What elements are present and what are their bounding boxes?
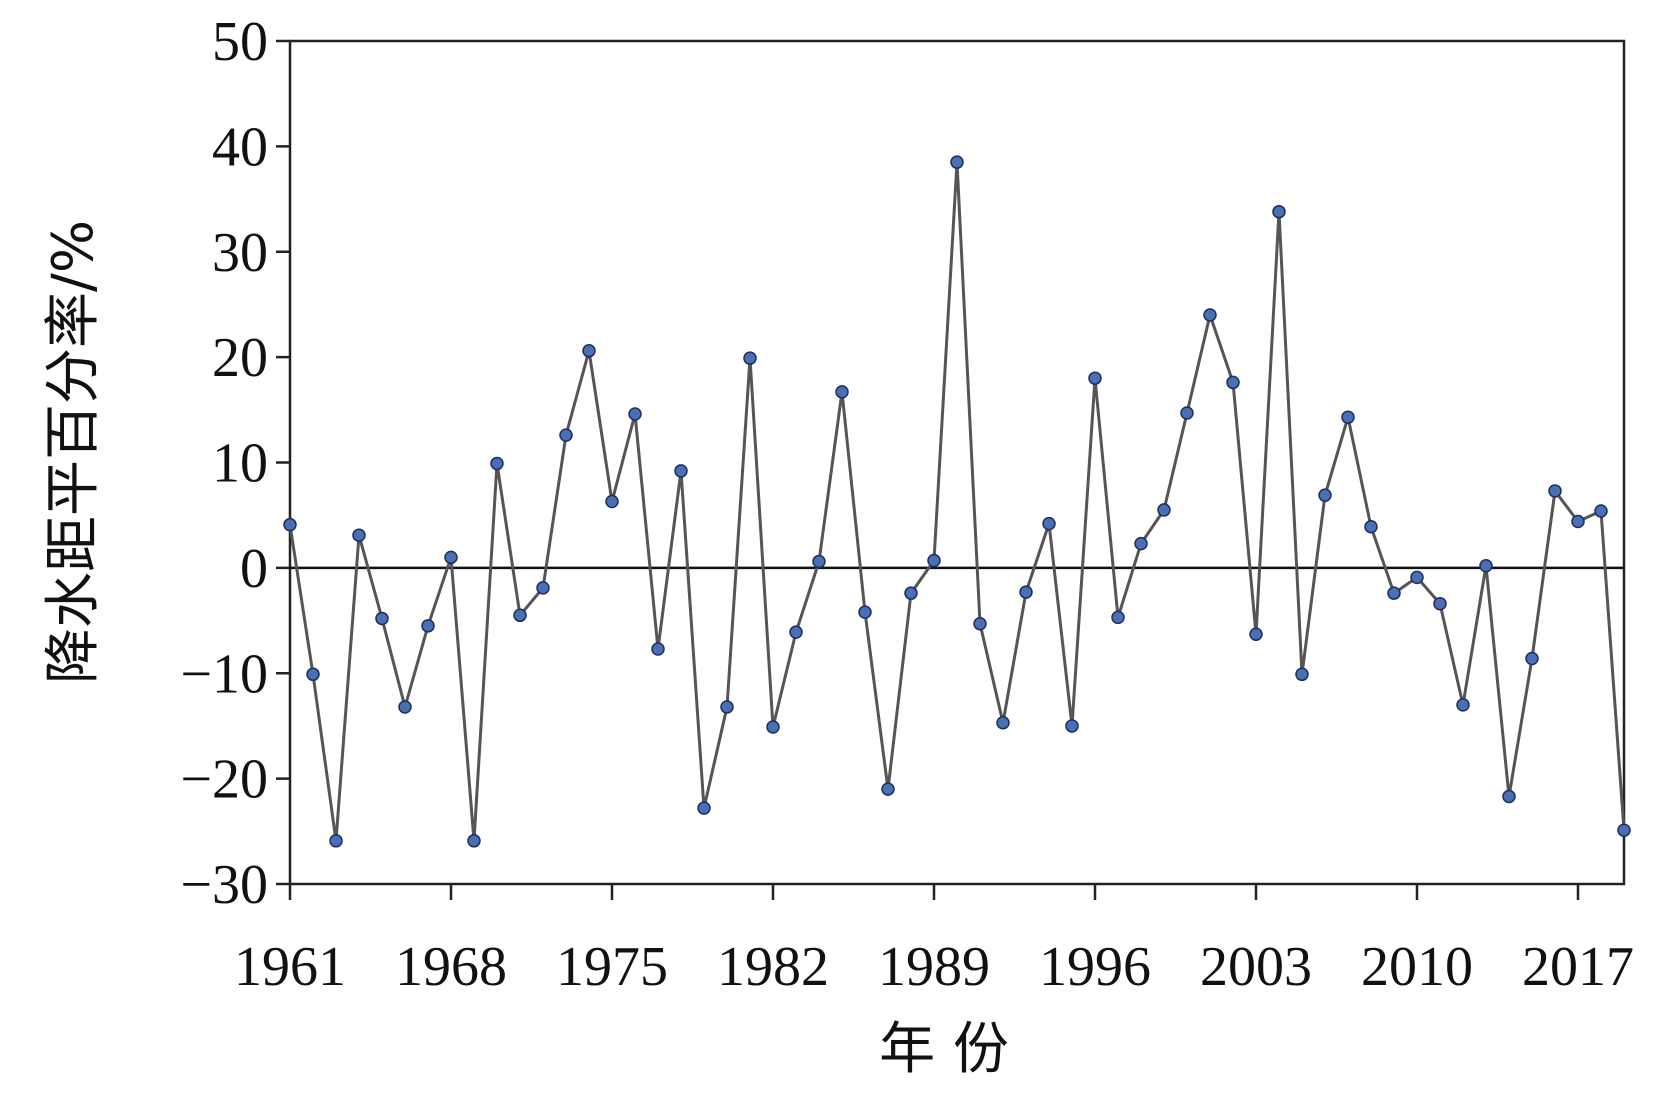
- x-axis-ticks: 1961 1968 1975 1982 1989 1996 2003 2010 2017: [234, 884, 1634, 998]
- data-point: [1065, 719, 1079, 733]
- y-tick-label: 40: [212, 116, 268, 178]
- data-point: [306, 667, 320, 682]
- y-tick-label: 30: [212, 222, 268, 284]
- data-point: [1295, 667, 1309, 682]
- data-point: [858, 605, 872, 619]
- data-point: [1433, 596, 1447, 611]
- x-tick-label: 2003: [1200, 936, 1312, 998]
- y-tick-label: 50: [212, 11, 268, 73]
- data-point: [605, 494, 619, 509]
- series-line: [288, 160, 1626, 843]
- data-point: [375, 611, 389, 626]
- data-point: [1548, 484, 1562, 498]
- x-tick-label: 1961: [234, 936, 346, 998]
- x-tick-label: 1996: [1039, 936, 1151, 998]
- y-tick-label: 10: [212, 433, 268, 495]
- data-point: [1594, 504, 1608, 518]
- data-point: [697, 801, 711, 815]
- data-point: [812, 554, 826, 569]
- data-point: [536, 581, 550, 595]
- series-line-group: [288, 160, 1626, 843]
- data-point: [927, 553, 941, 568]
- data-point: [720, 700, 734, 714]
- data-point: [881, 782, 895, 796]
- data-point: [1088, 371, 1102, 385]
- data-point: [835, 385, 849, 399]
- x-tick-label: 1968: [395, 936, 507, 998]
- data-point: [467, 834, 481, 848]
- data-point: [1318, 488, 1332, 502]
- x-tick-label: 1989: [878, 936, 990, 998]
- data-point: [1571, 514, 1585, 529]
- data-point: [1502, 789, 1516, 804]
- data-point: [1387, 586, 1401, 600]
- data-point: [1180, 406, 1194, 420]
- y-tick-label: 0: [240, 538, 268, 600]
- y-tick-label: −30: [180, 854, 268, 916]
- data-point: [421, 619, 435, 633]
- data-point: [1341, 410, 1355, 424]
- data-point: [352, 528, 366, 542]
- x-tick-label: 2017: [1522, 936, 1634, 998]
- data-point: [1249, 627, 1263, 642]
- y-axis-ticks: 50 40 30 20 10 0 −10 −20 −30: [180, 11, 290, 916]
- data-point: [1272, 204, 1286, 219]
- data-point: [1456, 698, 1470, 712]
- data-point: [1410, 570, 1424, 585]
- data-point: [559, 428, 573, 442]
- data-point: [743, 351, 757, 365]
- data-point: [904, 586, 918, 600]
- x-tick-label: 1975: [556, 936, 668, 998]
- data-point: [628, 407, 642, 421]
- data-point: [329, 834, 343, 848]
- x-tick-label: 1982: [717, 936, 829, 998]
- data-point: [1203, 308, 1217, 322]
- data-point: [1364, 520, 1378, 534]
- data-point: [1111, 610, 1125, 625]
- data-point: [398, 700, 412, 714]
- y-tick-label: 20: [212, 327, 268, 389]
- data-point: [973, 616, 987, 631]
- data-point: [1525, 651, 1539, 666]
- y-tick-label: −10: [180, 643, 268, 705]
- y-axis-title: 降水距平百分率/%: [41, 220, 106, 684]
- data-point: [1134, 536, 1148, 551]
- y-tick-label: −20: [180, 749, 268, 811]
- data-point: [766, 720, 780, 734]
- data-point: [950, 155, 964, 169]
- data-point: [444, 550, 458, 565]
- data-point: [283, 517, 297, 532]
- data-point: [490, 456, 504, 471]
- data-point: [1019, 585, 1033, 599]
- data-point: [1617, 823, 1631, 838]
- data-point: [996, 716, 1010, 730]
- data-point: [1157, 503, 1171, 517]
- data-point: [1479, 559, 1493, 573]
- x-tick-label: 2010: [1361, 936, 1473, 998]
- data-point: [1042, 516, 1056, 531]
- data-point: [651, 642, 665, 656]
- data-point: [789, 625, 803, 639]
- data-point: [582, 344, 596, 358]
- data-point: [1226, 375, 1240, 390]
- data-point: [513, 608, 527, 623]
- data-points: [283, 155, 1631, 848]
- x-axis-title: 年 份: [879, 1017, 1009, 1082]
- data-point: [674, 464, 688, 478]
